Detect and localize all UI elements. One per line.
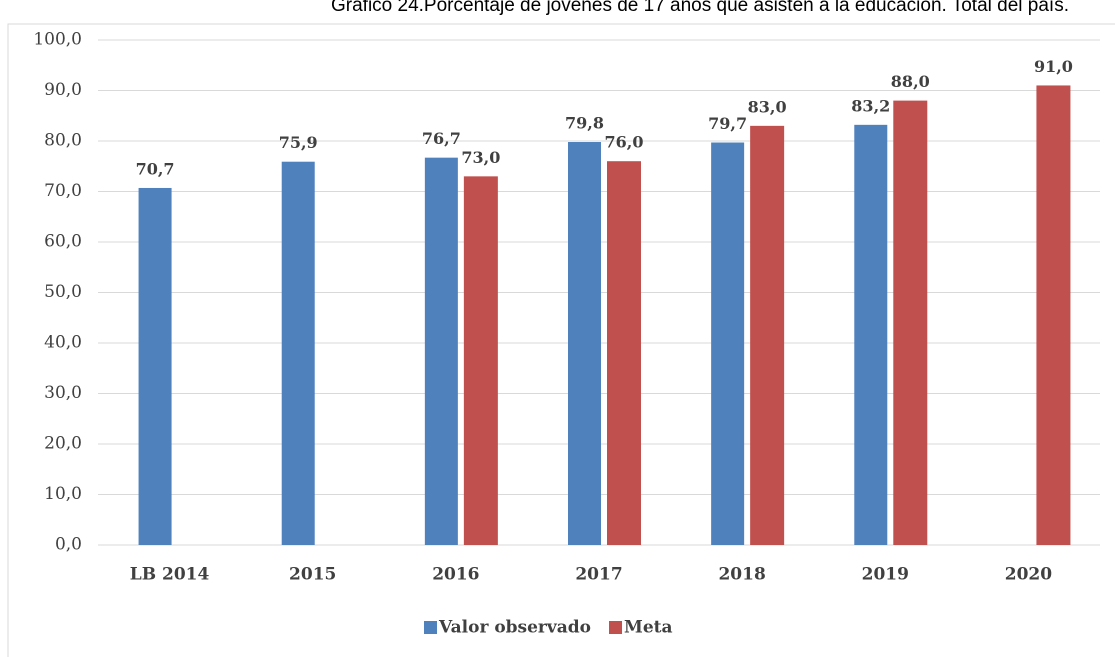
y-tick-label: 40,0 bbox=[44, 333, 82, 353]
bar bbox=[1036, 85, 1071, 545]
bar bbox=[424, 157, 458, 546]
bar bbox=[568, 142, 601, 545]
value-label: 76,0 bbox=[605, 133, 644, 152]
value-label: 79,8 bbox=[565, 114, 604, 133]
y-tick-label: 10,0 bbox=[44, 484, 82, 504]
bar bbox=[711, 142, 745, 545]
legend-swatch bbox=[424, 621, 437, 634]
value-label: 79,7 bbox=[708, 114, 747, 133]
bar bbox=[854, 124, 888, 545]
y-tick-label: 0,0 bbox=[55, 535, 82, 555]
y-tick-label: 20,0 bbox=[44, 434, 82, 454]
bar bbox=[893, 100, 928, 545]
bar bbox=[750, 125, 785, 545]
value-label: 75,9 bbox=[279, 133, 318, 152]
chart-frame bbox=[7, 23, 1115, 657]
bar bbox=[463, 176, 498, 545]
value-label: 83,0 bbox=[748, 97, 787, 116]
x-tick-label: 2020 bbox=[1005, 565, 1052, 585]
bar bbox=[281, 161, 315, 545]
value-label: 88,0 bbox=[891, 72, 930, 91]
y-tick-label: 90,0 bbox=[44, 80, 82, 100]
bar bbox=[607, 161, 641, 545]
y-tick-label: 100,0 bbox=[33, 30, 82, 50]
legend-label: Meta bbox=[624, 618, 673, 638]
value-label: 91,0 bbox=[1034, 57, 1073, 76]
y-tick-label: 80,0 bbox=[44, 131, 82, 151]
x-tick-label: LB 2014 bbox=[130, 565, 210, 585]
x-tick-label: 2019 bbox=[862, 565, 909, 585]
value-label: 76,7 bbox=[422, 129, 461, 148]
legend-swatch bbox=[609, 621, 623, 634]
value-label: 70,7 bbox=[136, 159, 175, 178]
bar bbox=[138, 187, 172, 545]
value-label: 73,0 bbox=[461, 148, 500, 167]
value-label: 83,2 bbox=[851, 96, 890, 115]
chart-title: Gráfico 24.Porcentaje de jóvenes de 17 a… bbox=[331, 0, 1069, 16]
x-tick-label: 2018 bbox=[718, 565, 765, 585]
y-tick-label: 60,0 bbox=[44, 232, 82, 252]
y-tick-label: 70,0 bbox=[44, 181, 82, 201]
x-tick-label: 2016 bbox=[432, 565, 479, 585]
y-tick-label: 50,0 bbox=[44, 282, 82, 302]
x-tick-label: 2015 bbox=[289, 565, 336, 585]
x-tick-label: 2017 bbox=[575, 565, 622, 585]
y-tick-label: 30,0 bbox=[44, 383, 82, 403]
legend-label: Valor observado bbox=[438, 618, 591, 638]
